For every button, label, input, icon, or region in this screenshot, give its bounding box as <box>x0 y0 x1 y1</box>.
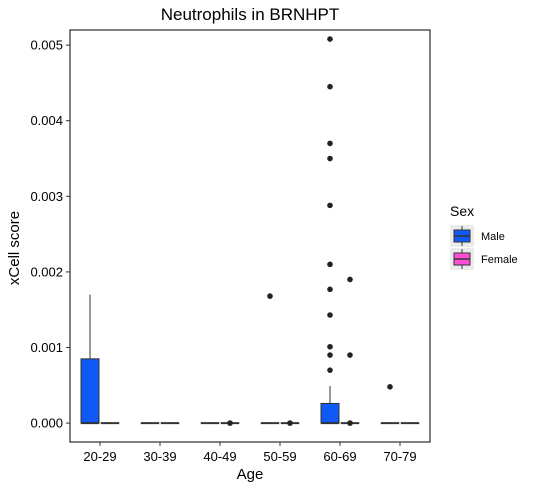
x-tick-label: 20-29 <box>83 449 116 464</box>
x-axis: 20-29 30-39 40-49 50-59 60-69 70-79 <box>83 442 417 464</box>
legend-title: Sex <box>450 203 474 219</box>
y-tick-label: 0.002 <box>30 264 63 279</box>
x-tick-label: 60-69 <box>323 449 356 464</box>
plot-panel-border <box>69 29 431 443</box>
x-axis-title: Age <box>237 466 264 483</box>
outlier-point <box>347 276 353 283</box>
outlier-point <box>327 202 333 209</box>
legend-key-male <box>450 225 474 247</box>
box-male-50-59 <box>260 293 280 425</box>
y-tick-label: 0.003 <box>30 189 63 204</box>
outlier-point <box>267 293 273 299</box>
legend-key-female <box>450 248 474 270</box>
chart-title: Neutrophils in BRNHPT <box>161 5 340 24</box>
box-female-40-49 <box>220 420 240 426</box>
outlier-point <box>327 155 333 162</box>
x-tick-label: 50-59 <box>263 449 296 464</box>
box-body <box>80 358 100 424</box>
outlier-point <box>327 343 333 350</box>
outlier-point <box>327 312 333 318</box>
box-female-60-69 <box>340 276 360 426</box>
legend-label: Female <box>481 254 518 266</box>
outlier-point <box>327 286 333 293</box>
box-male-70-79 <box>380 384 400 425</box>
box-male-20-29 <box>80 294 100 425</box>
y-tick-label: 0.005 <box>30 38 63 53</box>
x-tick-label: 30-39 <box>143 449 176 464</box>
outlier-point <box>347 420 353 426</box>
outlier-point <box>327 261 333 268</box>
legend-label: Male <box>481 231 505 243</box>
outlier-point <box>227 420 233 426</box>
y-axis: 0.000 0.001 0.002 0.003 0.004 0.005 <box>30 38 70 431</box>
outlier-point <box>327 36 333 42</box>
box-male-60-69 <box>320 36 340 425</box>
y-axis-title: xCell score <box>6 211 23 285</box>
y-tick-label: 0.001 <box>30 340 63 355</box>
box-body <box>320 402 340 424</box>
outlier-point <box>387 384 393 390</box>
outlier-point <box>327 352 333 358</box>
x-tick-label: 40-49 <box>203 449 236 464</box>
plot-area <box>69 29 431 443</box>
legend: Sex Male Female <box>450 203 518 270</box>
outlier-point <box>327 367 333 373</box>
outlier-point <box>327 140 333 147</box>
outlier-point <box>287 420 293 426</box>
box-female-50-59 <box>280 420 300 426</box>
x-tick-label: 70-79 <box>383 449 416 464</box>
outlier-point <box>327 83 333 90</box>
y-tick-label: 0.000 <box>30 416 63 431</box>
y-tick-label: 0.004 <box>30 113 63 128</box>
outlier-point <box>347 352 353 358</box>
